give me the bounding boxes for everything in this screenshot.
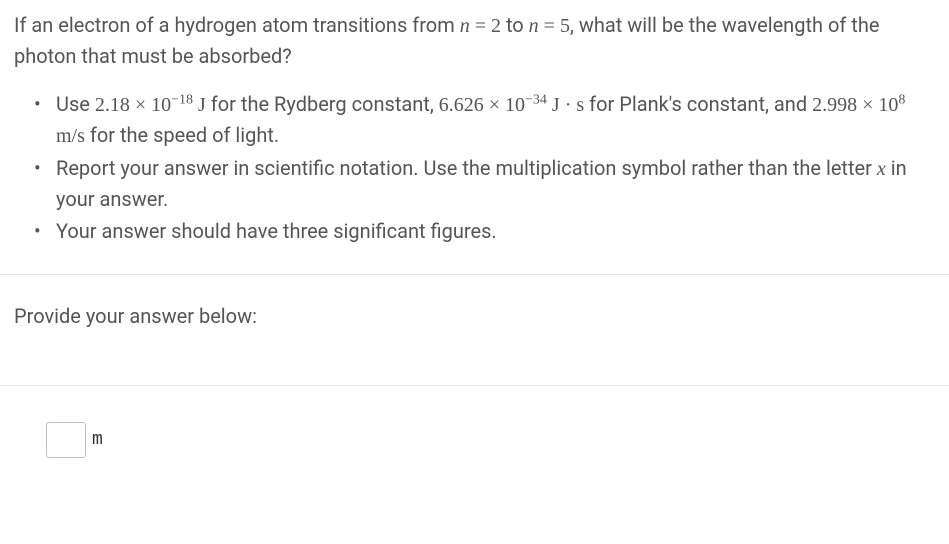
b1-e1: −18 [171,92,193,107]
note-notation: Report your answer in scientific notatio… [56,153,935,214]
notes-list: Use 2.18 × 10−18 J for the Rydberg const… [14,89,935,246]
b1-t1: Use [56,92,95,116]
answer-row: m [0,386,949,458]
b1-v3: 2.998 × 10 [812,94,898,116]
b1-e3: 8 [898,92,905,107]
q-eq2: = 5 [539,15,570,37]
b1-t3: for Plank's constant, and [584,92,812,116]
answer-input[interactable] [46,422,86,458]
answer-unit: m [92,427,103,454]
note-constants: Use 2.18 × 10−18 J for the Rydberg const… [56,89,935,151]
b1-v2: 6.626 × 10 [439,94,525,116]
b1-u1: J [193,94,206,116]
b1-v1: 2.18 × 10 [95,94,171,116]
b1-e2: −34 [525,92,547,107]
note-sigfigs: Your answer should have three significan… [56,216,935,246]
q-pre: If an electron of a hydrogen atom transi… [14,13,460,37]
q-mid: to [501,13,529,37]
provide-label: Provide your answer below: [14,301,935,331]
b3-t1: Your answer should have three significan… [56,219,497,243]
q-eq1: = 2 [470,15,501,37]
b1-u3: m/s [56,125,85,147]
q-n1: n [460,15,470,37]
question-prompt: If an electron of a hydrogen atom transi… [14,10,935,71]
b2-var: x [877,158,886,180]
b1-u2: J · s [547,94,584,116]
b1-t2: for the Rydberg constant, [206,92,439,116]
q-n2: n [529,15,539,37]
b2-t1: Report your answer in scientific notatio… [56,156,877,180]
b1-t4: for the speed of light. [85,123,279,147]
